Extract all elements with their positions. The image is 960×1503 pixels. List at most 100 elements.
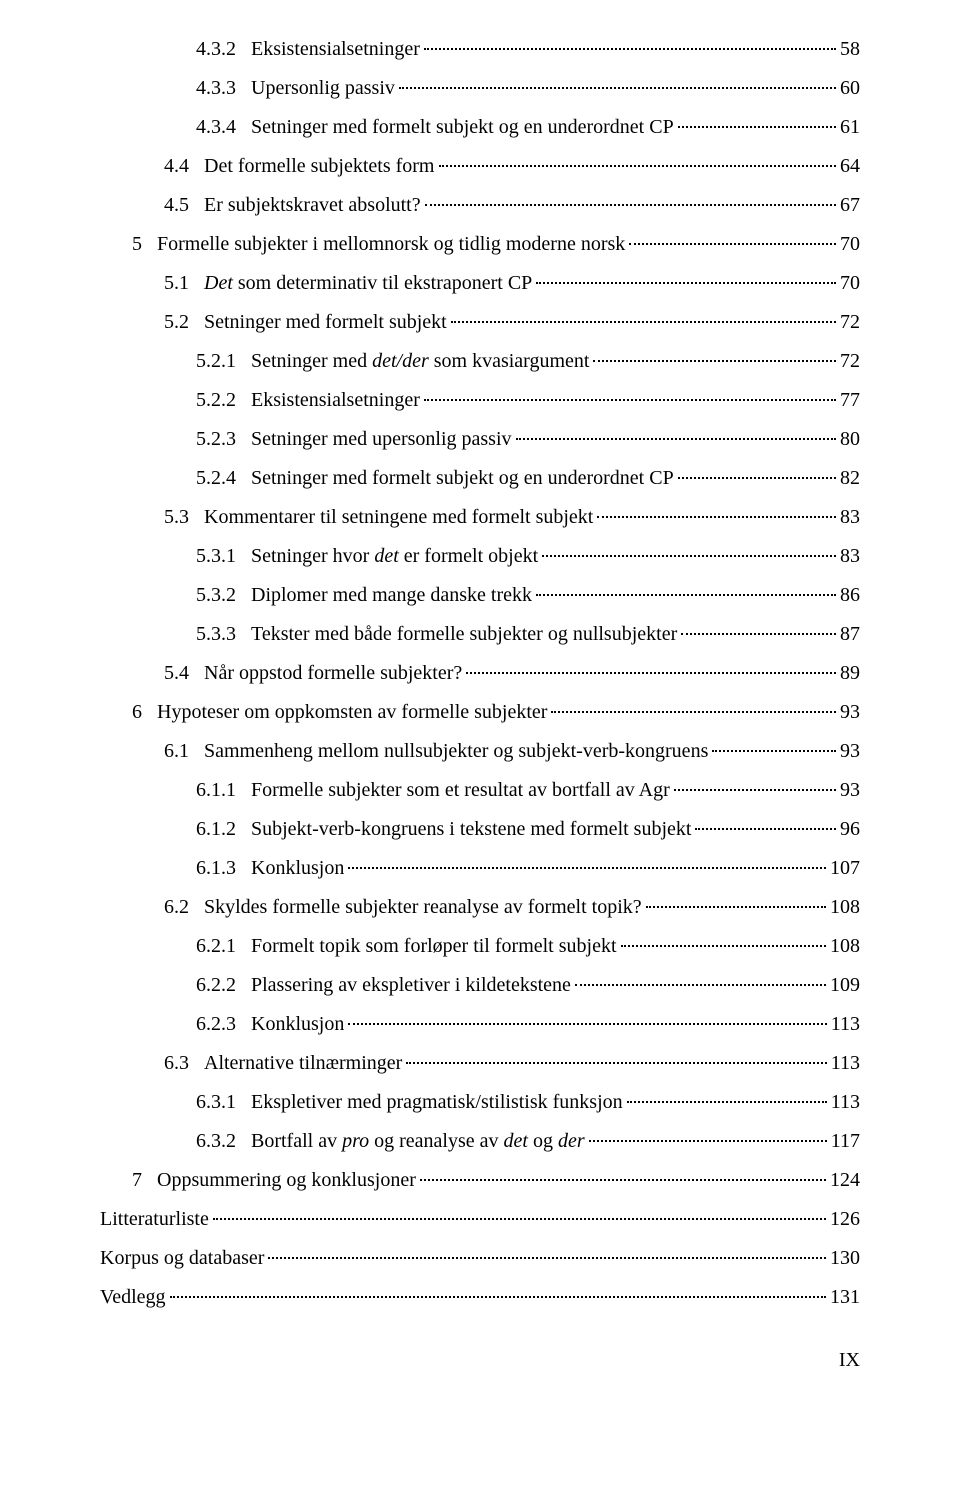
toc-leader-dots <box>451 321 836 323</box>
toc-entry-number: 5.3 <box>164 498 189 537</box>
toc-entry-page: 70 <box>840 264 860 303</box>
toc-leader-dots <box>678 126 836 128</box>
toc-leader-dots <box>516 438 836 440</box>
toc-entry-label: Alternative tilnærminger <box>204 1044 402 1083</box>
toc-entry-number: 6.1.2 <box>196 810 236 849</box>
toc-leader-dots <box>268 1257 826 1259</box>
page-footer-number: IX <box>100 1341 860 1380</box>
toc-leader-dots <box>406 1062 826 1064</box>
toc-entry: 6.2.2 Plassering av ekspletiver i kildet… <box>100 966 860 1005</box>
toc-entry-number: 5.2.1 <box>196 342 236 381</box>
toc-entry-label: Formelt topik som forløper til formelt s… <box>251 927 617 966</box>
toc-entry-number: 6.3 <box>164 1044 189 1083</box>
toc-leader-dots <box>551 711 836 713</box>
toc-leader-dots <box>542 555 836 557</box>
toc-entry-number: 7 <box>132 1161 142 1200</box>
toc-entry-page: 72 <box>840 303 860 342</box>
toc-entry-page: 113 <box>831 1083 860 1122</box>
toc-entry-page: 109 <box>830 966 860 1005</box>
toc-entry-page: 126 <box>830 1200 860 1239</box>
toc-entry-number: 5.3.3 <box>196 615 236 654</box>
toc-entry: 5.3.3 Tekster med både formelle subjekte… <box>100 615 860 654</box>
toc-entry-number: 4.3.2 <box>196 30 236 69</box>
toc-leader-dots <box>425 204 836 206</box>
toc-entry-label: Upersonlig passiv <box>251 69 395 108</box>
toc-leader-dots <box>627 1101 827 1103</box>
toc-entry-label: Setninger med formelt subjekt <box>204 303 447 342</box>
toc-leader-dots <box>695 828 836 830</box>
toc-entry-number: 6.1.1 <box>196 771 236 810</box>
toc-entry-label: Sammenheng mellom nullsubjekter og subje… <box>204 732 708 771</box>
toc-entry-page: 60 <box>840 69 860 108</box>
toc-entry-label: Hypoteser om oppkomsten av formelle subj… <box>157 693 547 732</box>
toc-entry-label: Setninger med formelt subjekt og en unde… <box>251 459 674 498</box>
toc-entry: 5.4 Når oppstod formelle subjekter? 89 <box>100 654 860 693</box>
toc-entry-label: Tekster med både formelle subjekter og n… <box>251 615 677 654</box>
toc-entry-page: 93 <box>840 732 860 771</box>
toc-leader-dots <box>589 1140 827 1142</box>
toc-entry-number: 6.3.1 <box>196 1083 236 1122</box>
toc-entry-label: Vedlegg <box>100 1278 166 1317</box>
toc-entry-label: Konklusjon <box>251 849 344 888</box>
toc-entry-label: Det formelle subjektets form <box>204 147 435 186</box>
toc-entry-page: 77 <box>840 381 860 420</box>
toc-entry-page: 108 <box>830 927 860 966</box>
toc-entry-page: 86 <box>840 576 860 615</box>
toc-entry-label: Setninger med upersonlig passiv <box>251 420 512 459</box>
toc-leader-dots <box>348 867 826 869</box>
toc-entry-number: 6.2.2 <box>196 966 236 1005</box>
toc-leader-dots <box>674 789 836 791</box>
toc-entry-page: 58 <box>840 30 860 69</box>
toc-entry-number: 5.2 <box>164 303 189 342</box>
toc-entry-page: 93 <box>840 771 860 810</box>
toc-entry: 5.2.4 Setninger med formelt subjekt og e… <box>100 459 860 498</box>
toc-entry-label: Setninger med det/der som kvasiargument <box>251 342 589 381</box>
toc-leader-dots <box>629 243 836 245</box>
toc-entry-number: 4.4 <box>164 147 189 186</box>
toc-entry-label: Plassering av ekspletiver i kildeteksten… <box>251 966 571 1005</box>
toc-entry-label: Eksistensialsetninger <box>251 381 420 420</box>
toc-entry-label: Kommentarer til setningene med formelt s… <box>204 498 593 537</box>
toc-entry: 6.3.2 Bortfall av pro og reanalyse av de… <box>100 1122 860 1161</box>
toc-entry-page: 82 <box>840 459 860 498</box>
toc-entry-number: 6.3.2 <box>196 1122 236 1161</box>
toc-entry-number: 5.1 <box>164 264 189 303</box>
toc-leader-dots <box>420 1179 826 1181</box>
toc-entry: 7 Oppsummering og konklusjoner 124 <box>100 1161 860 1200</box>
toc-leader-dots <box>597 516 836 518</box>
toc-entry: 5.2.1 Setninger med det/der som kvasiarg… <box>100 342 860 381</box>
toc-entry: 5 Formelle subjekter i mellomnorsk og ti… <box>100 225 860 264</box>
toc-entry: 6.1 Sammenheng mellom nullsubjekter og s… <box>100 732 860 771</box>
toc-entry-number: 5.3.1 <box>196 537 236 576</box>
toc-leader-dots <box>439 165 837 167</box>
toc-entry: Litteraturliste 126 <box>100 1200 860 1239</box>
toc-entry-page: 96 <box>840 810 860 849</box>
toc-entry-label: Skyldes formelle subjekter reanalyse av … <box>204 888 642 927</box>
table-of-contents: 4.3.2 Eksistensialsetninger 58 4.3.3 Uper… <box>100 30 860 1317</box>
toc-entry: 6.1.1 Formelle subjekter som et resultat… <box>100 771 860 810</box>
toc-entry-page: 72 <box>840 342 860 381</box>
toc-entry-number: 4.3.4 <box>196 108 236 147</box>
toc-entry-label: Oppsummering og konklusjoner <box>157 1161 416 1200</box>
toc-leader-dots <box>170 1296 826 1298</box>
toc-leader-dots <box>712 750 836 752</box>
toc-entry: 6.2.3 Konklusjon 113 <box>100 1005 860 1044</box>
toc-entry: 6.1.2 Subjekt-verb-kongruens i tekstene … <box>100 810 860 849</box>
toc-entry-page: 83 <box>840 537 860 576</box>
toc-entry-label: Bortfall av pro og reanalyse av det og d… <box>251 1122 585 1161</box>
toc-leader-dots <box>646 906 826 908</box>
toc-entry-number: 4.3.3 <box>196 69 236 108</box>
toc-entry-label: Formelle subjekter som et resultat av bo… <box>251 771 670 810</box>
toc-entry: 5.2.3 Setninger med upersonlig passiv 80 <box>100 420 860 459</box>
toc-leader-dots <box>593 360 836 362</box>
toc-entry-page: 131 <box>830 1278 860 1317</box>
toc-entry-number: 6.1 <box>164 732 189 771</box>
toc-entry: 6.3.1 Ekspletiver med pragmatisk/stilist… <box>100 1083 860 1122</box>
toc-entry-label: Formelle subjekter i mellomnorsk og tidl… <box>157 225 625 264</box>
toc-entry-page: 80 <box>840 420 860 459</box>
toc-entry: 4.3.4 Setninger med formelt subjekt og e… <box>100 108 860 147</box>
toc-leader-dots <box>424 399 836 401</box>
toc-entry-page: 113 <box>831 1044 860 1083</box>
toc-leader-dots <box>466 672 836 674</box>
toc-entry: 5.1 Det som determinativ til ekstraponer… <box>100 264 860 303</box>
